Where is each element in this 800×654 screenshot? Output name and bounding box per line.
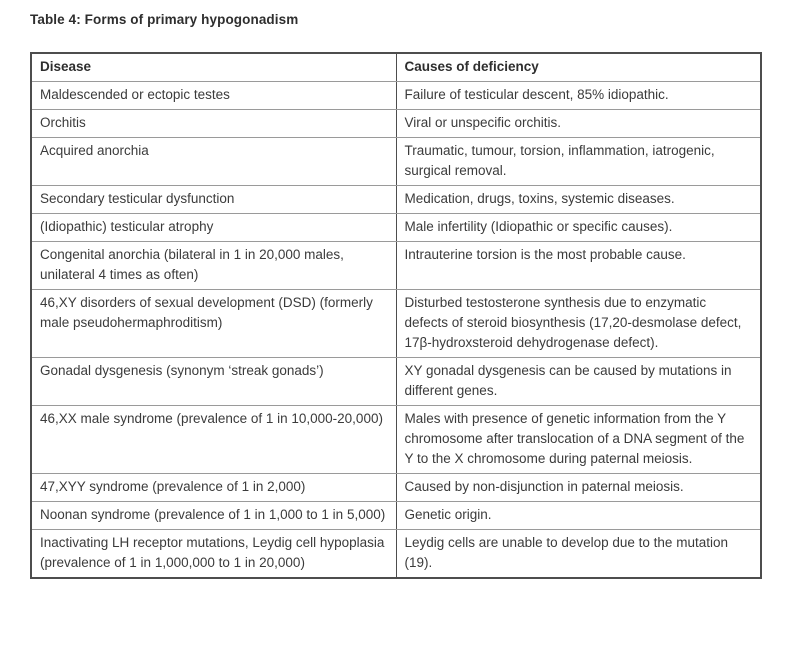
disease-cell: Orchitis bbox=[30, 109, 397, 138]
table-caption: Table 4: Forms of primary hypogonadism bbox=[30, 12, 299, 27]
disease-cell: Gonadal dysgenesis (synonym ‘streak gona… bbox=[30, 357, 397, 406]
cause-cell: Leydig cells are unable to develop due t… bbox=[395, 529, 762, 579]
cause-cell: Medication, drugs, toxins, systemic dise… bbox=[395, 185, 762, 214]
disease-cell: 46,XX male syndrome (prevalence of 1 in … bbox=[30, 405, 397, 474]
cause-cell: Disturbed testosterone synthesis due to … bbox=[395, 289, 762, 358]
disease-cell: 47,XYY syndrome (prevalence of 1 in 2,00… bbox=[30, 473, 397, 502]
table-row: Orchitis Viral or unspecific orchitis. bbox=[30, 109, 762, 138]
table-header-row: Disease Causes of deficiency bbox=[30, 52, 762, 82]
table-row: Congenital anorchia (bilateral in 1 in 2… bbox=[30, 241, 762, 290]
disease-cell: Maldescended or ectopic testes bbox=[30, 81, 397, 110]
disease-cell: (Idiopathic) testicular atrophy bbox=[30, 213, 397, 242]
cause-cell: Males with presence of genetic informati… bbox=[395, 405, 762, 474]
column-header-disease: Disease bbox=[30, 52, 397, 82]
cause-cell: Traumatic, tumour, torsion, inflammation… bbox=[395, 137, 762, 186]
hypogonadism-table: Disease Causes of deficiency Maldescende… bbox=[30, 52, 762, 579]
disease-cell: Congenital anorchia (bilateral in 1 in 2… bbox=[30, 241, 397, 290]
cause-cell: Failure of testicular descent, 85% idiop… bbox=[395, 81, 762, 110]
table-row: (Idiopathic) testicular atrophy Male inf… bbox=[30, 213, 762, 242]
cause-cell: Genetic origin. bbox=[395, 501, 762, 530]
cause-cell: Viral or unspecific orchitis. bbox=[395, 109, 762, 138]
cause-cell: Intrauterine torsion is the most probabl… bbox=[395, 241, 762, 290]
cause-cell: XY gonadal dysgenesis can be caused by m… bbox=[395, 357, 762, 406]
disease-cell: Noonan syndrome (prevalence of 1 in 1,00… bbox=[30, 501, 397, 530]
table-row: Inactivating LH receptor mutations, Leyd… bbox=[30, 529, 762, 579]
disease-cell: Inactivating LH receptor mutations, Leyd… bbox=[30, 529, 397, 579]
table-row: 47,XYY syndrome (prevalence of 1 in 2,00… bbox=[30, 473, 762, 502]
table-row: Secondary testicular dysfunction Medicat… bbox=[30, 185, 762, 214]
cause-cell: Caused by non-disjunction in paternal me… bbox=[395, 473, 762, 502]
cause-cell: Male infertility (Idiopathic or specific… bbox=[395, 213, 762, 242]
table-row: 46,XX male syndrome (prevalence of 1 in … bbox=[30, 405, 762, 474]
table-row: Acquired anorchia Traumatic, tumour, tor… bbox=[30, 137, 762, 186]
table-row: Gonadal dysgenesis (synonym ‘streak gona… bbox=[30, 357, 762, 406]
table-header-row: Disease Causes of deficiency bbox=[30, 52, 762, 82]
disease-cell: Secondary testicular dysfunction bbox=[30, 185, 397, 214]
table-row: Maldescended or ectopic testes Failure o… bbox=[30, 81, 762, 110]
disease-cell: 46,XY disorders of sexual development (D… bbox=[30, 289, 397, 358]
table-row: 46,XY disorders of sexual development (D… bbox=[30, 289, 762, 358]
disease-cell: Acquired anorchia bbox=[30, 137, 397, 186]
column-header-causes: Causes of deficiency bbox=[395, 52, 762, 82]
table-row: Noonan syndrome (prevalence of 1 in 1,00… bbox=[30, 501, 762, 530]
